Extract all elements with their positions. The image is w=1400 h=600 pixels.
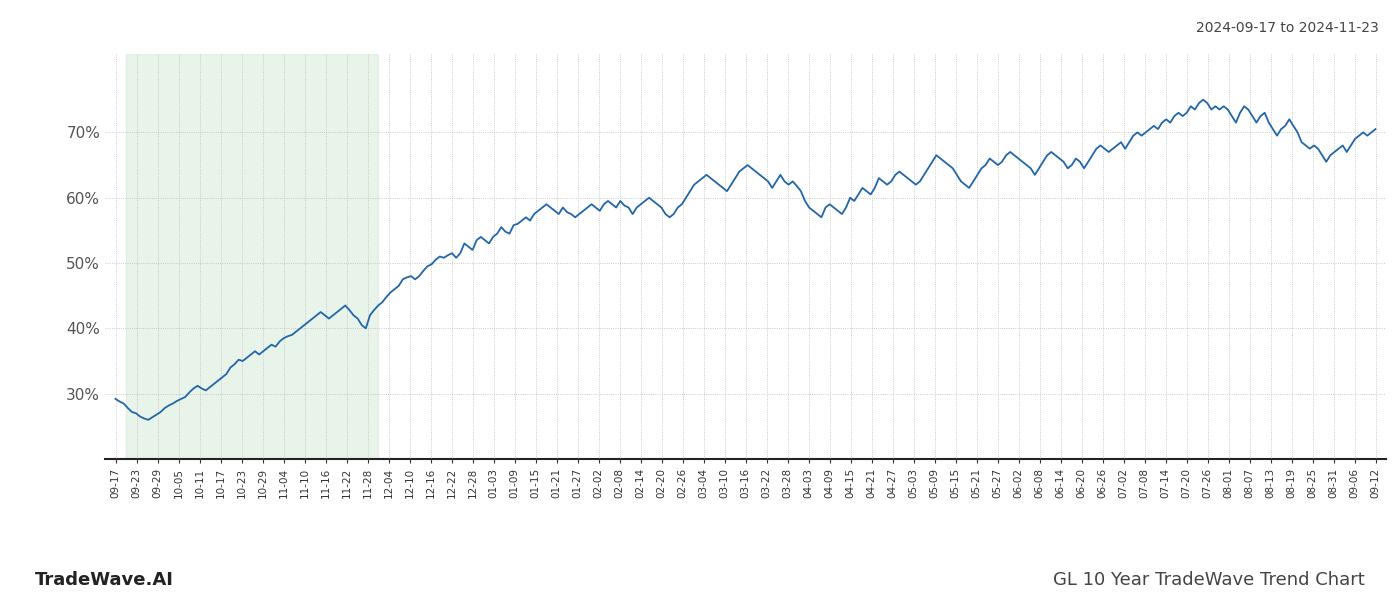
- Bar: [126, 54, 378, 459]
- Text: 2024-09-17 to 2024-11-23: 2024-09-17 to 2024-11-23: [1196, 21, 1379, 35]
- Text: GL 10 Year TradeWave Trend Chart: GL 10 Year TradeWave Trend Chart: [1053, 571, 1365, 589]
- Text: TradeWave.AI: TradeWave.AI: [35, 571, 174, 589]
